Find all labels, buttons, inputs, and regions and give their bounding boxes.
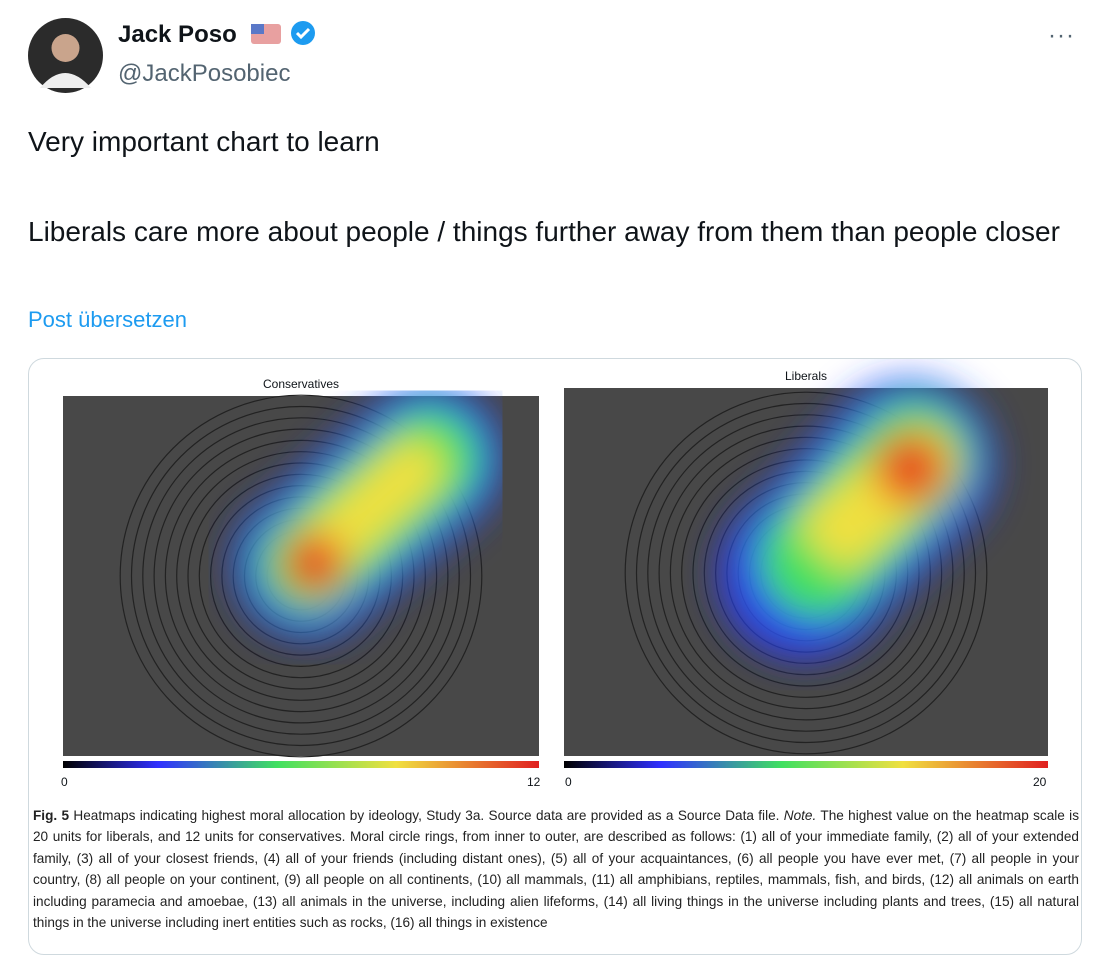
ring (176, 451, 426, 701)
ring (624, 391, 988, 755)
verified-badge (291, 21, 316, 45)
author-name-text[interactable]: Jack Poso (118, 21, 237, 48)
caption-label: Fig. 5 (33, 808, 70, 823)
author-handle[interactable]: @JackPosobiec (118, 60, 291, 87)
author-name[interactable]: Jack Poso (118, 20, 316, 49)
ring (681, 448, 931, 698)
panel-title: Liberals (784, 369, 828, 383)
panel-title: Conservatives (262, 377, 340, 391)
scale-min: 0 (61, 775, 68, 789)
ring (130, 405, 472, 747)
post-text: Very important chart to learn (28, 126, 380, 157)
scale-max: 12 (527, 775, 541, 789)
caption-note: The highest value on the heatmap scale i… (33, 808, 1079, 931)
media-card[interactable]: Conservatives Liberals 0 12 0 20 Fig. 5 … (28, 358, 1082, 955)
heatmap-liberals (564, 379, 1048, 768)
ring (164, 439, 438, 713)
scale-min: 0 (565, 775, 572, 789)
ring (153, 428, 449, 724)
ring (658, 425, 954, 721)
heatmaps (63, 379, 1048, 768)
scale-max: 20 (1033, 775, 1047, 789)
translate-link[interactable]: Post übersetzen (28, 307, 187, 332)
ring (187, 462, 415, 690)
more-button[interactable]: ··· (1048, 22, 1075, 49)
ring (635, 402, 977, 744)
ring (142, 417, 460, 735)
heatmap-conservatives (63, 384, 539, 768)
figure-caption: Fig. 5 Heatmaps indicating highest moral… (33, 805, 1079, 933)
post-text: Liberals care more about people / things… (28, 216, 1060, 247)
ring (119, 394, 483, 758)
caption-note-label: Note. (783, 808, 817, 823)
ring (647, 414, 965, 732)
caption-text: Heatmaps indicating highest moral alloca… (73, 808, 780, 823)
flag-icon (251, 24, 282, 44)
ring (669, 436, 943, 710)
avatar[interactable] (28, 18, 103, 93)
